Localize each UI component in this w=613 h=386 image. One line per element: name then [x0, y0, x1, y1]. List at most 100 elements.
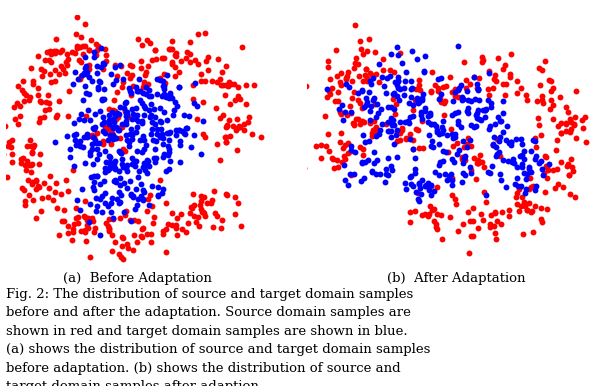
Point	[62, 51, 72, 57]
Point	[192, 103, 202, 110]
Point	[360, 159, 370, 165]
Point	[338, 117, 348, 123]
Point	[181, 229, 191, 235]
Point	[69, 221, 79, 227]
Point	[93, 70, 102, 76]
Point	[516, 85, 525, 91]
Point	[67, 49, 77, 56]
Point	[447, 156, 457, 163]
Point	[466, 122, 476, 128]
Point	[333, 163, 343, 169]
Point	[458, 96, 468, 102]
Point	[462, 108, 471, 114]
Point	[515, 152, 525, 159]
Point	[51, 114, 61, 120]
Point	[364, 138, 373, 144]
Point	[471, 115, 481, 122]
Point	[492, 236, 501, 242]
Point	[427, 207, 437, 213]
Point	[426, 120, 436, 127]
Point	[516, 203, 526, 209]
Point	[158, 190, 167, 196]
Point	[431, 221, 441, 227]
Point	[563, 109, 573, 115]
Point	[520, 203, 530, 209]
Point	[465, 80, 474, 86]
Point	[421, 108, 430, 115]
Point	[397, 127, 407, 133]
Point	[116, 254, 126, 261]
Point	[387, 122, 397, 129]
Point	[343, 182, 353, 188]
Point	[210, 210, 219, 216]
Point	[473, 157, 482, 164]
Point	[432, 127, 442, 134]
Point	[501, 184, 511, 190]
Point	[114, 200, 124, 206]
Point	[335, 108, 345, 115]
Point	[89, 179, 99, 185]
Point	[470, 96, 480, 102]
Point	[364, 89, 374, 95]
Point	[490, 210, 500, 216]
Point	[39, 180, 49, 186]
Point	[128, 194, 138, 200]
Point	[109, 96, 119, 103]
Point	[25, 162, 34, 168]
Point	[362, 74, 372, 81]
Point	[520, 190, 530, 196]
Point	[110, 64, 120, 70]
Point	[105, 132, 115, 138]
Point	[437, 130, 447, 137]
Point	[146, 239, 156, 245]
Point	[151, 155, 161, 161]
Point	[425, 110, 435, 116]
Point	[131, 129, 140, 135]
Point	[488, 141, 498, 147]
Point	[371, 133, 381, 139]
Point	[346, 110, 356, 117]
Point	[360, 139, 370, 145]
Point	[155, 134, 165, 141]
Point	[366, 103, 376, 109]
Point	[82, 71, 91, 77]
Point	[471, 112, 481, 118]
Point	[457, 156, 466, 163]
Point	[562, 104, 571, 110]
Point	[87, 132, 97, 139]
Point	[383, 155, 392, 161]
Point	[7, 159, 17, 165]
Point	[185, 51, 195, 58]
Point	[139, 79, 149, 85]
Point	[101, 165, 110, 171]
Point	[151, 47, 161, 53]
Point	[524, 164, 534, 170]
Point	[489, 76, 498, 82]
Point	[547, 88, 557, 94]
Point	[405, 218, 415, 225]
Point	[104, 166, 113, 172]
Point	[440, 100, 449, 106]
Point	[512, 175, 522, 181]
Point	[140, 105, 150, 111]
Point	[118, 256, 128, 262]
Point	[110, 177, 120, 183]
Point	[530, 187, 540, 193]
Point	[196, 198, 206, 204]
Point	[340, 109, 350, 115]
Point	[137, 100, 147, 106]
Point	[386, 119, 396, 125]
Point	[118, 146, 128, 152]
Point	[208, 223, 218, 230]
Point	[420, 211, 430, 217]
Point	[143, 81, 153, 87]
Point	[414, 181, 424, 187]
Point	[494, 149, 504, 155]
Point	[445, 213, 455, 220]
Point	[370, 101, 379, 107]
Point	[128, 161, 137, 167]
Point	[169, 107, 178, 113]
Point	[152, 76, 162, 82]
Point	[157, 131, 167, 137]
Point	[133, 174, 143, 180]
